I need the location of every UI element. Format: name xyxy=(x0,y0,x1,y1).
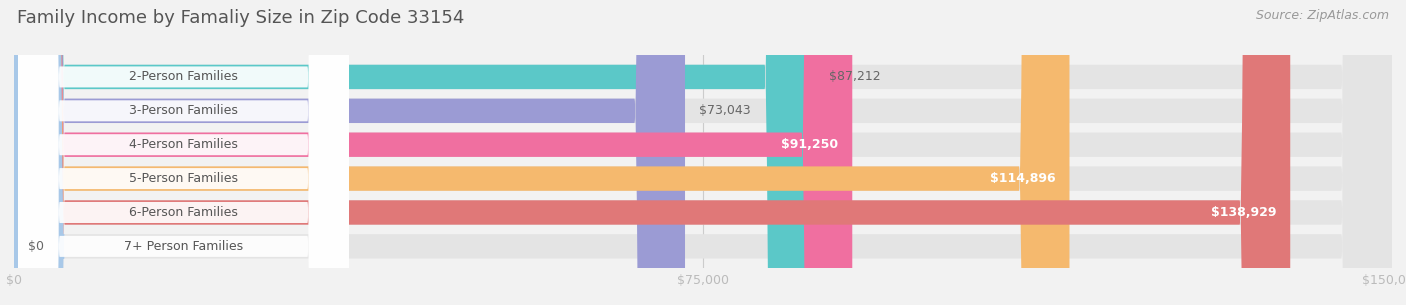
Text: 2-Person Families: 2-Person Families xyxy=(129,70,238,84)
FancyBboxPatch shape xyxy=(14,0,1392,305)
FancyBboxPatch shape xyxy=(18,0,349,305)
FancyBboxPatch shape xyxy=(0,0,65,305)
FancyBboxPatch shape xyxy=(18,0,349,305)
FancyBboxPatch shape xyxy=(14,0,1070,305)
FancyBboxPatch shape xyxy=(14,0,1291,305)
FancyBboxPatch shape xyxy=(18,0,349,305)
FancyBboxPatch shape xyxy=(14,0,1392,305)
FancyBboxPatch shape xyxy=(14,0,1392,305)
Text: 3-Person Families: 3-Person Families xyxy=(129,104,238,117)
FancyBboxPatch shape xyxy=(14,0,1392,305)
Text: 4-Person Families: 4-Person Families xyxy=(129,138,238,151)
FancyBboxPatch shape xyxy=(14,0,852,305)
Text: 6-Person Families: 6-Person Families xyxy=(129,206,238,219)
Text: $138,929: $138,929 xyxy=(1211,206,1277,219)
Text: Source: ZipAtlas.com: Source: ZipAtlas.com xyxy=(1256,9,1389,22)
FancyBboxPatch shape xyxy=(14,0,815,305)
Text: $87,212: $87,212 xyxy=(830,70,880,84)
Text: Family Income by Famaliy Size in Zip Code 33154: Family Income by Famaliy Size in Zip Cod… xyxy=(17,9,464,27)
Text: $73,043: $73,043 xyxy=(699,104,751,117)
FancyBboxPatch shape xyxy=(18,0,349,305)
FancyBboxPatch shape xyxy=(14,0,1392,305)
Text: $91,250: $91,250 xyxy=(782,138,838,151)
FancyBboxPatch shape xyxy=(14,0,1392,305)
FancyBboxPatch shape xyxy=(18,0,349,305)
Text: $0: $0 xyxy=(28,240,44,253)
Text: $114,896: $114,896 xyxy=(990,172,1056,185)
Text: 7+ Person Families: 7+ Person Families xyxy=(124,240,243,253)
Text: 5-Person Families: 5-Person Families xyxy=(129,172,238,185)
FancyBboxPatch shape xyxy=(14,0,685,305)
FancyBboxPatch shape xyxy=(18,0,349,305)
